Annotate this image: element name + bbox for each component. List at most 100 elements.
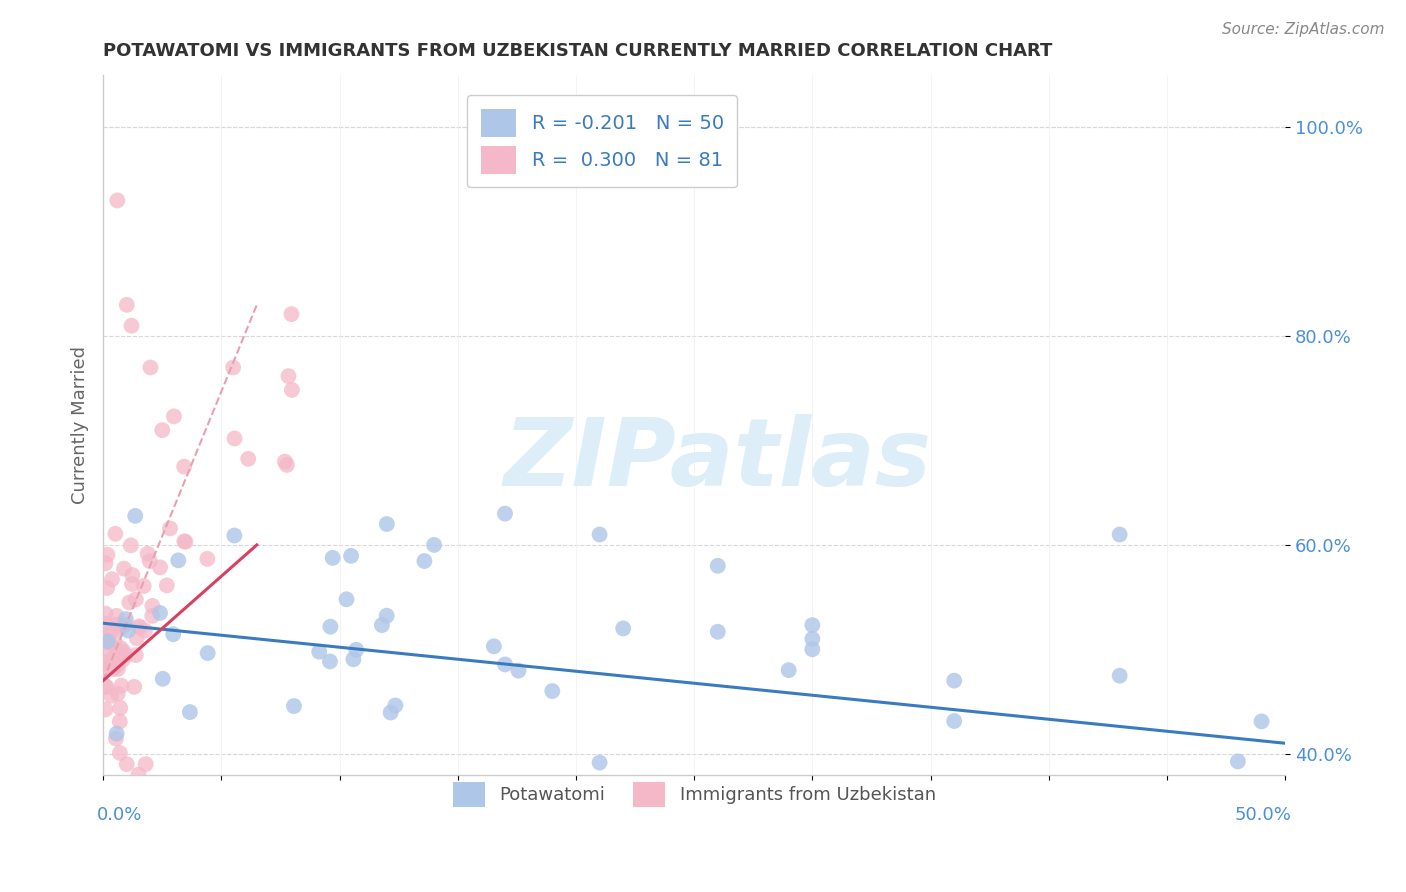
Point bbox=[423, 538, 446, 552]
Point bbox=[197, 646, 219, 660]
Point bbox=[167, 553, 190, 567]
Point bbox=[508, 664, 530, 678]
Point bbox=[801, 632, 824, 646]
Point bbox=[344, 642, 367, 657]
Point bbox=[1250, 840, 1272, 855]
Point bbox=[97, 634, 120, 648]
Y-axis label: Currently Married: Currently Married bbox=[72, 346, 89, 504]
Legend: Potawatomi, Immigrants from Uzbekistan: Potawatomi, Immigrants from Uzbekistan bbox=[446, 774, 943, 814]
Point bbox=[149, 560, 172, 574]
Point bbox=[94, 616, 117, 631]
Point bbox=[108, 701, 131, 715]
Point bbox=[342, 652, 364, 666]
Point bbox=[114, 648, 136, 662]
Point bbox=[588, 756, 610, 770]
Point bbox=[141, 599, 163, 613]
Point bbox=[173, 459, 195, 474]
Point bbox=[105, 194, 128, 208]
Point bbox=[1108, 527, 1130, 541]
Point bbox=[110, 620, 132, 634]
Point bbox=[156, 578, 179, 592]
Point bbox=[94, 632, 117, 647]
Point bbox=[801, 642, 824, 657]
Point bbox=[276, 458, 298, 472]
Point bbox=[114, 612, 136, 626]
Point bbox=[105, 608, 128, 623]
Point bbox=[308, 645, 330, 659]
Point bbox=[98, 637, 121, 651]
Point bbox=[1226, 820, 1249, 834]
Point bbox=[319, 654, 342, 668]
Point bbox=[98, 628, 121, 642]
Point bbox=[224, 432, 246, 446]
Point bbox=[335, 592, 357, 607]
Point bbox=[1250, 714, 1272, 729]
Point bbox=[319, 620, 342, 634]
Text: 50.0%: 50.0% bbox=[1234, 806, 1291, 824]
Point bbox=[152, 672, 174, 686]
Point bbox=[707, 624, 730, 639]
Point bbox=[778, 663, 800, 677]
Point bbox=[94, 607, 117, 621]
Point bbox=[128, 619, 150, 633]
Point bbox=[139, 360, 162, 375]
Point bbox=[162, 627, 184, 641]
Point bbox=[107, 662, 129, 676]
Point bbox=[125, 648, 148, 662]
Text: ZIPatlas: ZIPatlas bbox=[503, 414, 932, 506]
Point bbox=[94, 702, 117, 716]
Point bbox=[120, 538, 142, 552]
Point bbox=[274, 454, 297, 468]
Point bbox=[494, 657, 516, 672]
Text: 0.0%: 0.0% bbox=[97, 806, 142, 824]
Point bbox=[97, 642, 120, 657]
Point bbox=[96, 548, 118, 562]
Point bbox=[149, 606, 172, 620]
Point bbox=[173, 534, 195, 549]
Point bbox=[277, 369, 299, 384]
Point bbox=[238, 451, 260, 466]
Point bbox=[135, 757, 157, 772]
Point bbox=[707, 558, 730, 573]
Point bbox=[121, 577, 143, 591]
Point bbox=[108, 622, 131, 636]
Point bbox=[117, 624, 139, 638]
Point bbox=[118, 596, 141, 610]
Point bbox=[101, 572, 124, 586]
Point bbox=[141, 608, 163, 623]
Point bbox=[111, 653, 134, 667]
Point bbox=[108, 714, 131, 729]
Point bbox=[541, 684, 564, 698]
Point bbox=[1108, 668, 1130, 682]
Point bbox=[96, 581, 118, 595]
Point bbox=[103, 634, 125, 648]
Point bbox=[612, 622, 634, 636]
Point bbox=[112, 644, 135, 658]
Point bbox=[107, 687, 129, 701]
Point bbox=[482, 640, 505, 654]
Point bbox=[179, 705, 201, 719]
Point bbox=[384, 698, 406, 713]
Point bbox=[224, 528, 246, 542]
Point bbox=[103, 662, 125, 676]
Point bbox=[283, 699, 305, 714]
Point bbox=[94, 661, 117, 675]
Point bbox=[322, 550, 344, 565]
Point bbox=[413, 554, 436, 568]
Point bbox=[107, 647, 129, 661]
Point bbox=[150, 423, 173, 437]
Point bbox=[124, 508, 146, 523]
Point bbox=[101, 652, 124, 666]
Point bbox=[94, 679, 117, 693]
Point bbox=[94, 557, 117, 571]
Point bbox=[105, 727, 128, 741]
Point bbox=[943, 714, 966, 728]
Point bbox=[588, 527, 610, 541]
Point bbox=[222, 360, 245, 375]
Point bbox=[129, 620, 152, 634]
Point bbox=[115, 298, 138, 312]
Point bbox=[494, 507, 516, 521]
Point bbox=[112, 561, 135, 575]
Point bbox=[159, 521, 181, 535]
Point bbox=[174, 534, 197, 549]
